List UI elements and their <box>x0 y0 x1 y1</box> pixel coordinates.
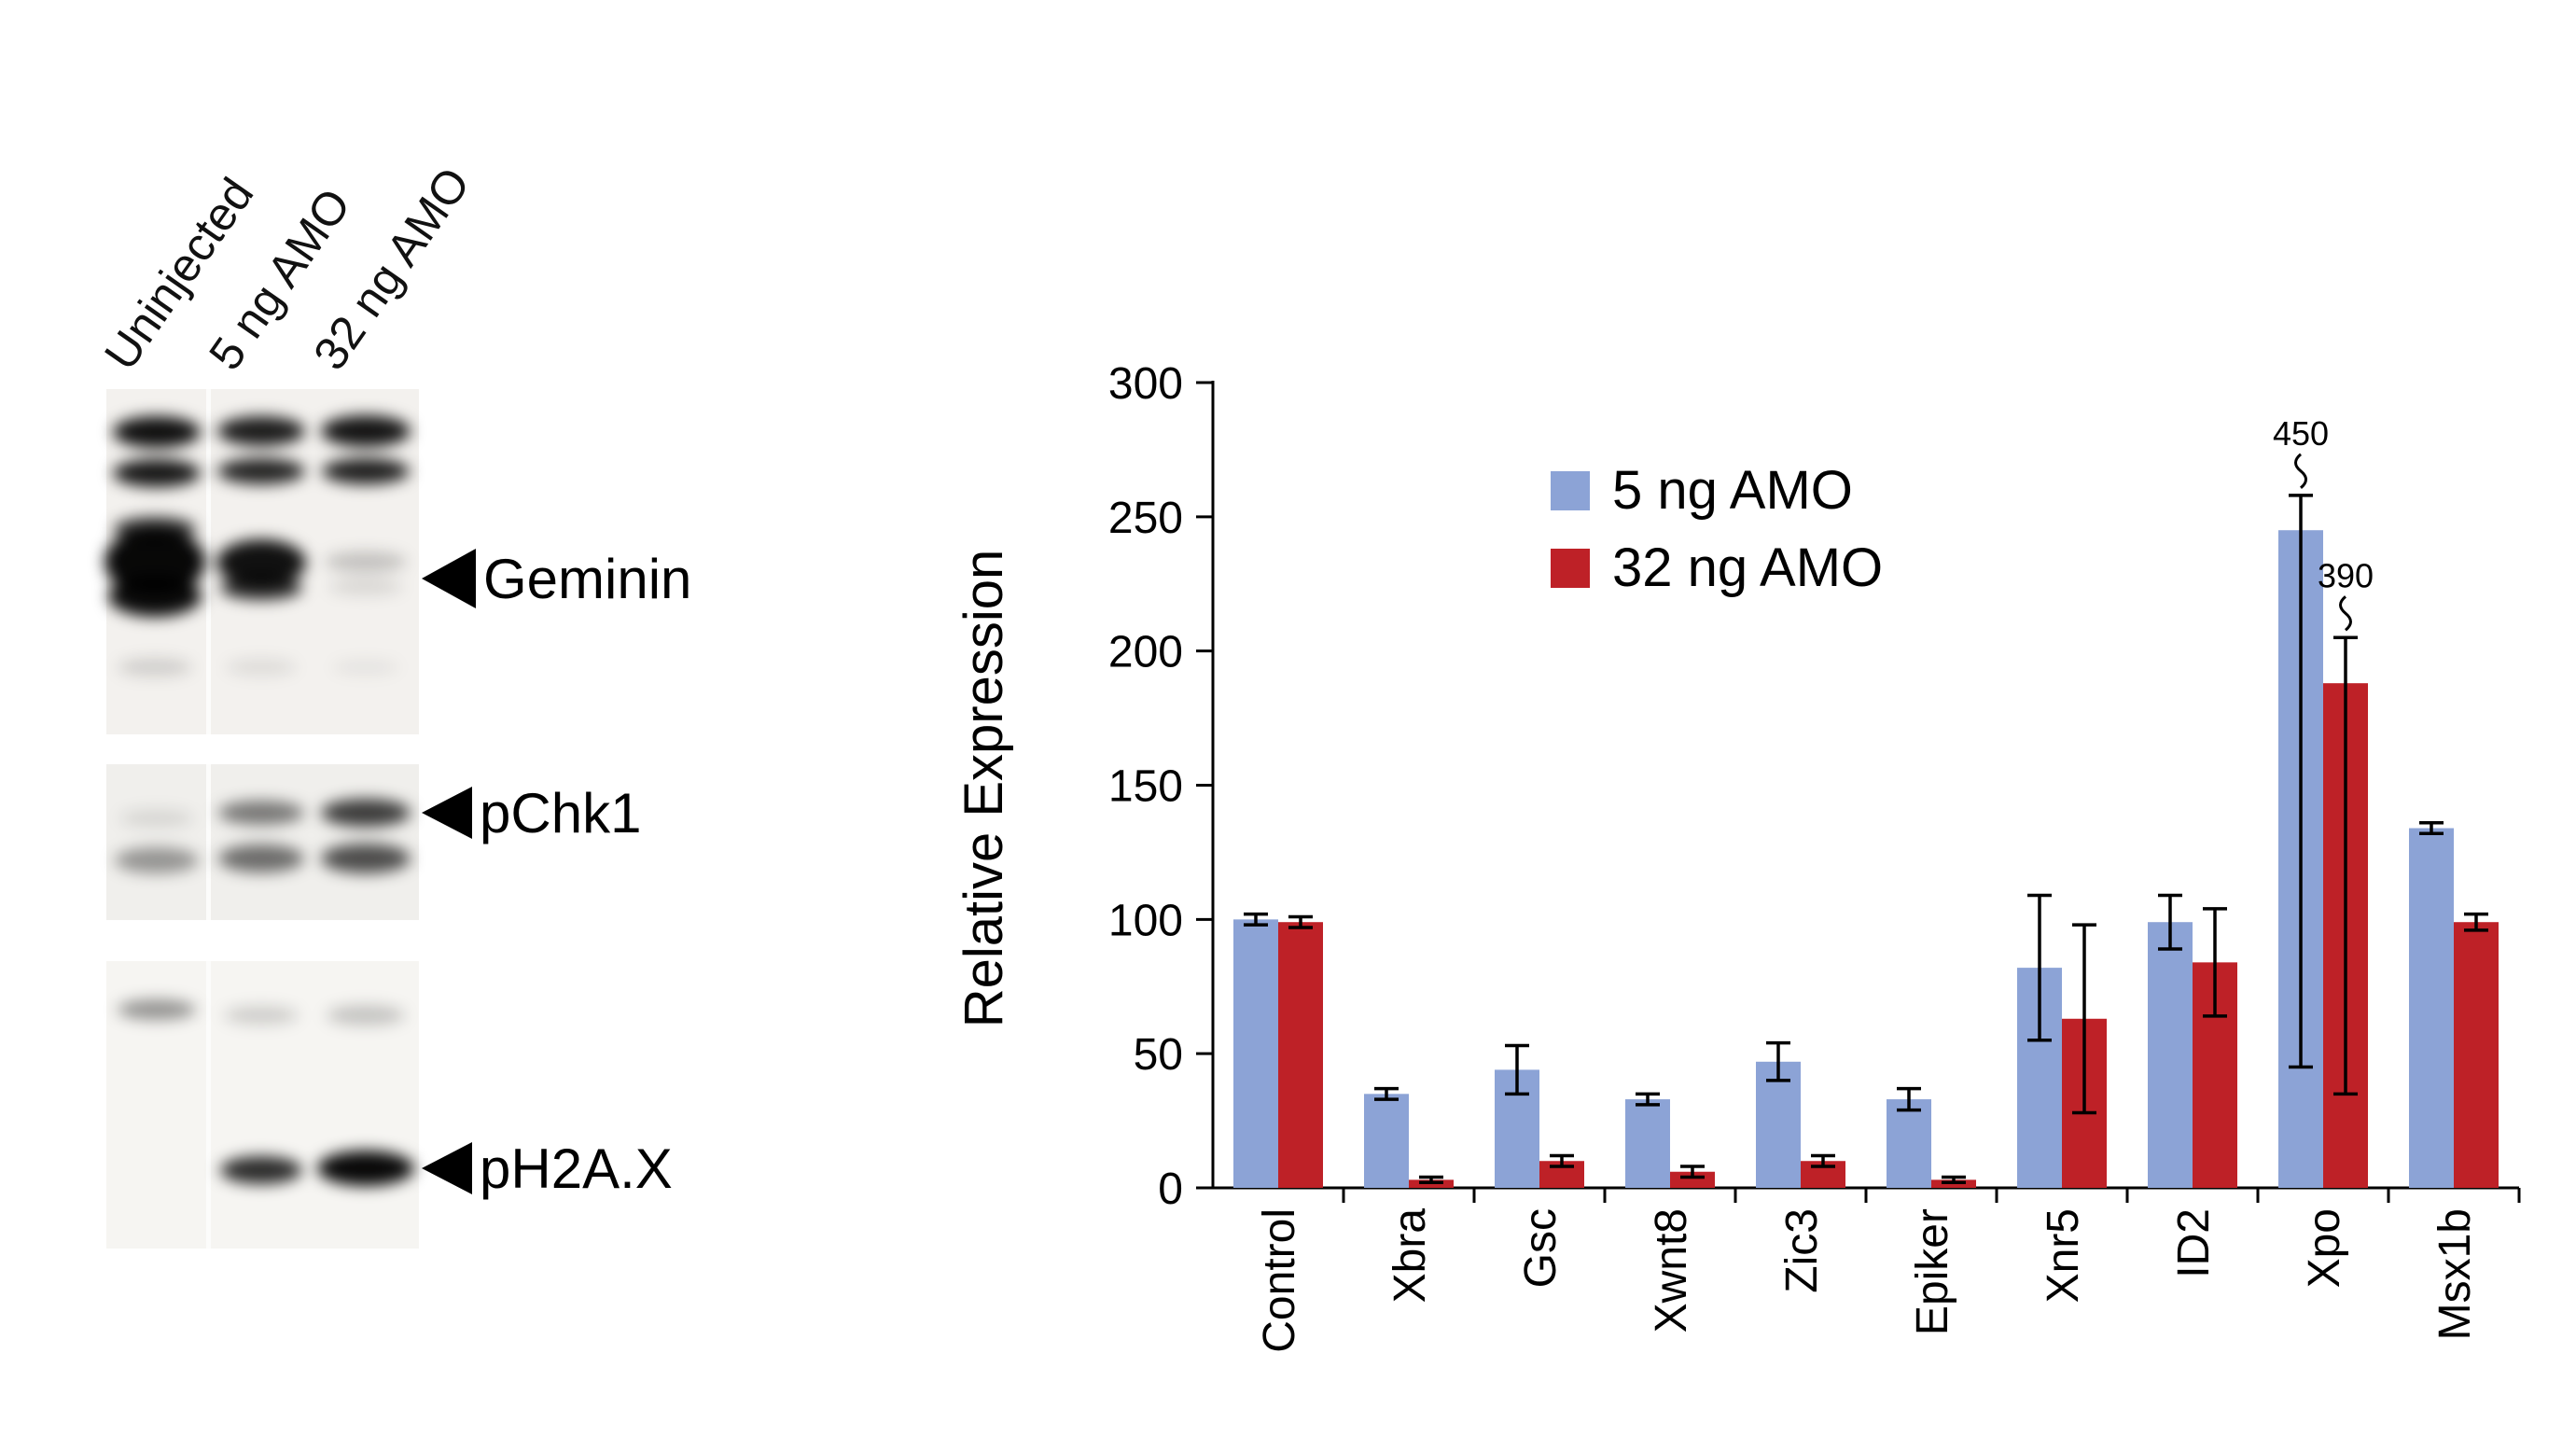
bar-Xbra-series0 <box>1364 1094 1409 1188</box>
x-category-label-Xnr5: Xnr5 <box>2039 1208 2088 1303</box>
chart-legend: 5 ng AMO 32 ng AMO <box>1551 459 1883 599</box>
blot-pchk1-bands <box>115 799 411 873</box>
legend-item-32ng-amo: 32 ng AMO <box>1551 537 1883 599</box>
y-axis-title: Relative Expression <box>954 549 1014 1028</box>
bar-Epiker-series0 <box>1887 1099 1931 1188</box>
blot-panel-ph2ax <box>106 961 419 1249</box>
blot-ph2ax-bands <box>118 999 414 1186</box>
arrowhead-ph2ax-icon <box>422 1142 472 1194</box>
blot-background <box>106 764 419 920</box>
annotation-value-450: 450 <box>2273 414 2329 453</box>
bar-Msx1b-series1 <box>2454 922 2499 1188</box>
legend-item-5ng-amo: 5 ng AMO <box>1551 459 1883 522</box>
bar-Msx1b-series0 <box>2409 828 2454 1188</box>
blot-splice-line <box>206 389 211 734</box>
x-category-label-Epiker: Epiker <box>1908 1208 1957 1335</box>
band-label-ph2ax: pH2A.X <box>480 1137 673 1200</box>
bar-Control-series1 <box>1278 922 1323 1188</box>
blot-panel-pchk1 <box>106 764 419 920</box>
y-tick-label-100: 100 <box>1108 896 1183 945</box>
legend-label-5ng-amo: 5 ng AMO <box>1612 460 1853 521</box>
x-category-label-Zic3: Zic3 <box>1777 1208 1827 1293</box>
x-category-label-Xpo: Xpo <box>2300 1208 2349 1288</box>
bar-Control-series0 <box>1233 919 1278 1188</box>
x-category-label-Msx1b: Msx1b <box>2430 1208 2480 1340</box>
arrowhead-geminin-icon <box>422 549 476 608</box>
blot-panel-geminin <box>104 389 419 734</box>
x-category-label-ID2: ID2 <box>2169 1208 2219 1278</box>
legend-swatch-5ng-amo <box>1551 470 1590 510</box>
y-tick-label-300: 300 <box>1108 359 1183 409</box>
bar-Zic3-series0 <box>1756 1061 1801 1188</box>
y-tick-label-250: 250 <box>1108 494 1183 543</box>
blot-splice-line <box>206 764 211 920</box>
bar-ID2-series0 <box>2148 922 2193 1188</box>
axis-break-squiggle <box>2339 595 2352 632</box>
blot-splice-line <box>206 961 211 1249</box>
x-category-label-Xwnt8: Xwnt8 <box>1647 1208 1696 1332</box>
bar-Xwnt8-series0 <box>1625 1099 1670 1188</box>
legend-label-32ng-amo: 32 ng AMO <box>1612 537 1884 598</box>
x-category-label-Xbra: Xbra <box>1385 1208 1435 1304</box>
axis-break-squiggle <box>2294 453 2307 489</box>
blot-geminin-bands <box>104 415 411 677</box>
annotation-value-390: 390 <box>2318 556 2374 594</box>
y-tick-label-50: 50 <box>1134 1030 1183 1080</box>
y-tick-label-0: 0 <box>1158 1165 1183 1214</box>
band-label-pchk1: pChk1 <box>480 782 641 844</box>
arrowhead-pchk1-icon <box>422 787 472 839</box>
x-category-label-Gsc: Gsc <box>1516 1208 1566 1288</box>
band-label-geminin: Geminin <box>483 548 691 610</box>
x-category-label-Control: Control <box>1255 1208 1304 1353</box>
y-tick-label-150: 150 <box>1108 762 1183 812</box>
legend-swatch-32ng-amo <box>1551 548 1590 588</box>
y-tick-label-200: 200 <box>1108 628 1183 677</box>
